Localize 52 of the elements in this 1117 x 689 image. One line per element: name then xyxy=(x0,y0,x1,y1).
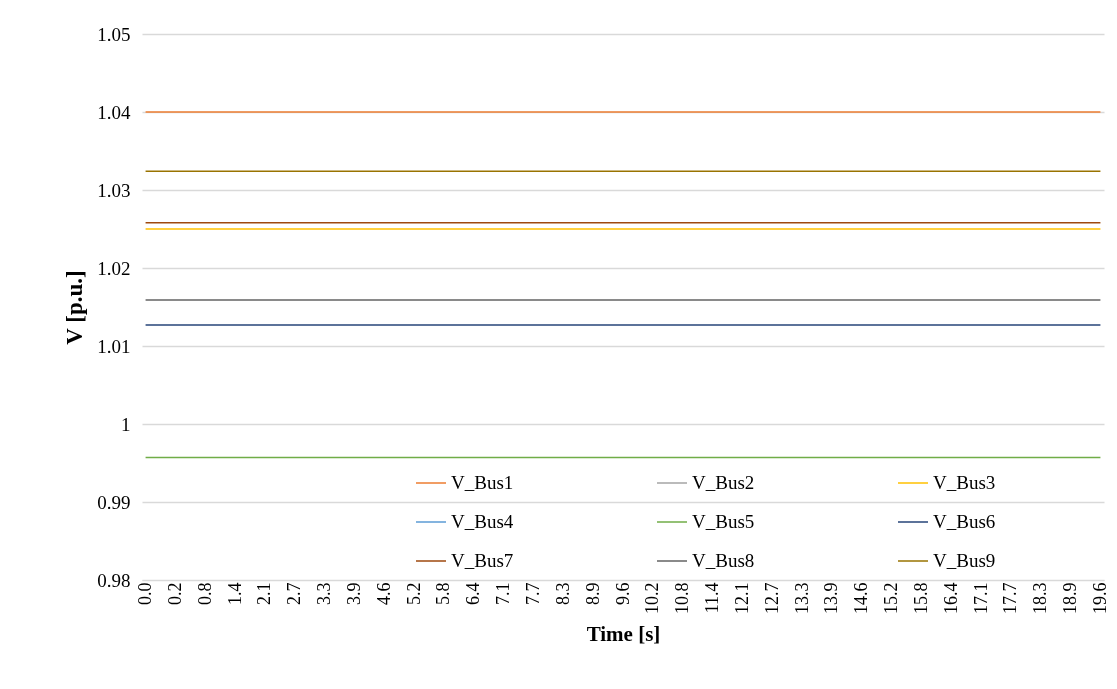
y-tick-label: 1.05 xyxy=(97,23,131,45)
x-tick-label: 13.3 xyxy=(791,582,812,614)
x-tick-label: 19.6 xyxy=(1089,582,1110,614)
x-tick-label: 0.2 xyxy=(164,582,185,605)
x-tick-label: 5.2 xyxy=(403,582,424,605)
y-tick-label: 1 xyxy=(121,413,131,435)
x-tick-label: 2.1 xyxy=(254,582,275,605)
x-tick-label: 7.7 xyxy=(522,582,543,605)
x-tick-label: 12.7 xyxy=(761,582,782,614)
legend-label: V_Bus3 xyxy=(933,472,996,493)
legend-label: V_Bus7 xyxy=(451,550,514,571)
x-tick-label: 3.9 xyxy=(343,582,364,605)
x-tick-label: 5.8 xyxy=(433,582,454,605)
x-tick-label: 15.8 xyxy=(910,582,931,614)
y-axis-title: V [p.u.] xyxy=(62,270,88,345)
x-tick-label: 17.7 xyxy=(1000,582,1021,614)
legend-label: V_Bus1 xyxy=(451,472,514,493)
x-tick-label: 15.2 xyxy=(881,582,902,614)
x-tick-label: 9.6 xyxy=(612,582,633,605)
legend-label: V_Bus2 xyxy=(692,472,755,493)
x-tick-label: 18.3 xyxy=(1030,582,1051,614)
x-tick-label: 6.4 xyxy=(463,582,484,605)
x-tick-label: 10.8 xyxy=(672,582,693,614)
x-tick-label: 3.3 xyxy=(314,582,335,605)
x-tick-label: 1.4 xyxy=(224,582,245,605)
x-tick-label: 13.9 xyxy=(821,582,842,614)
legend-label: V_Bus4 xyxy=(451,511,514,532)
x-tick-label: 12.1 xyxy=(731,582,752,614)
x-tick-label: 11.4 xyxy=(702,582,723,614)
x-tick-label: 7.1 xyxy=(493,582,514,605)
y-tick-label: 0.98 xyxy=(97,569,131,591)
y-tick-label: 1.01 xyxy=(97,335,131,357)
x-tick-label: 0.0 xyxy=(135,582,156,605)
x-tick-label: 8.9 xyxy=(582,582,603,605)
x-tick-label: 17.1 xyxy=(970,582,991,614)
y-tick-label: 1.02 xyxy=(97,257,131,279)
x-tick-label: 10.2 xyxy=(642,582,663,614)
legend-label: V_Bus9 xyxy=(933,550,996,571)
y-tick-label: 1.04 xyxy=(97,101,131,123)
y-tick-label: 1.03 xyxy=(97,179,131,201)
x-axis-title: Time [s] xyxy=(586,622,661,646)
legend-label: V_Bus5 xyxy=(692,511,755,532)
legend-label: V_Bus8 xyxy=(692,550,755,571)
x-tick-label: 2.7 xyxy=(284,582,305,605)
y-tick-label: 0.99 xyxy=(97,491,131,513)
x-tick-label: 16.4 xyxy=(940,582,961,614)
x-tick-label: 4.6 xyxy=(373,582,394,605)
legend-label: V_Bus6 xyxy=(933,511,996,532)
x-tick-label: 14.6 xyxy=(851,582,872,614)
x-tick-label: 8.3 xyxy=(552,582,573,605)
x-tick-label: 0.8 xyxy=(194,582,215,605)
x-tick-label: 18.9 xyxy=(1060,582,1081,614)
